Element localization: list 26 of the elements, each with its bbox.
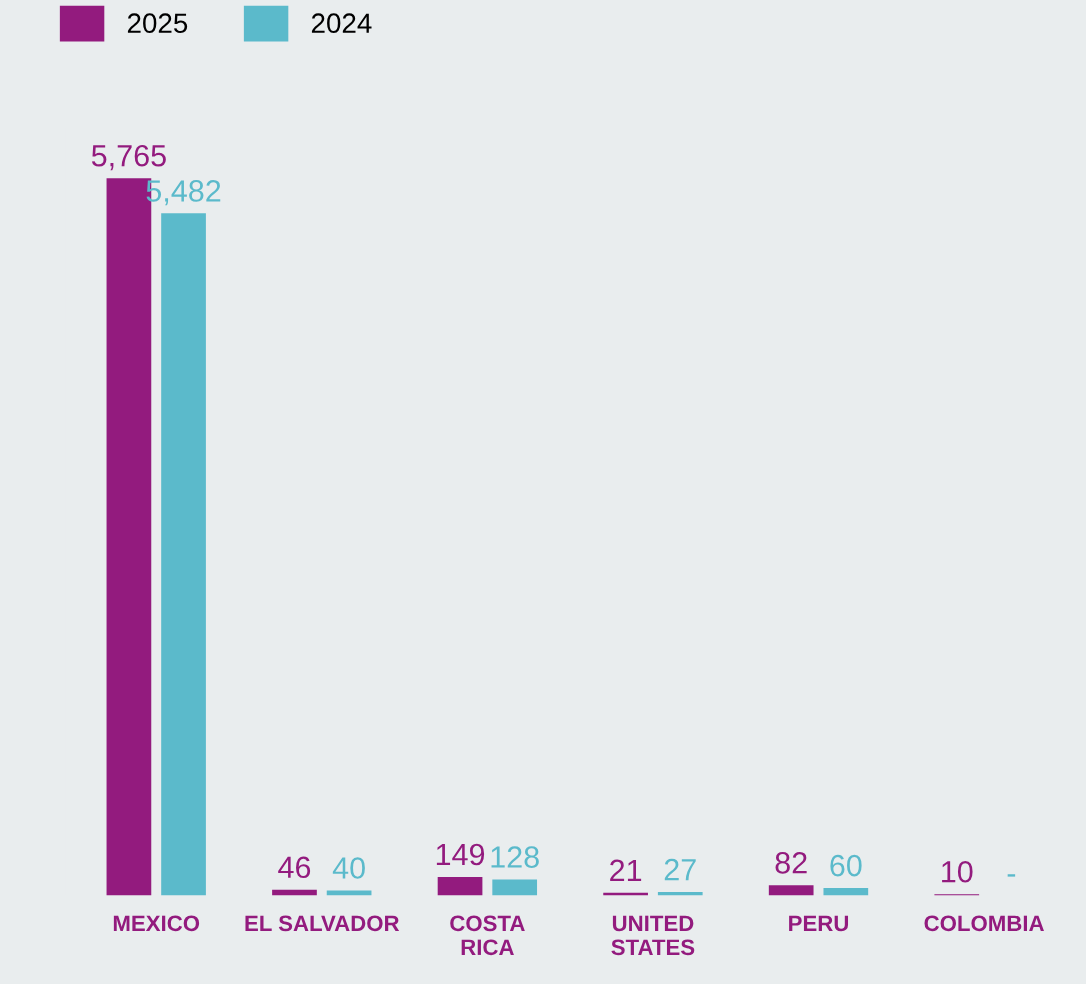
bar <box>437 876 483 896</box>
data-label: 128 <box>491 846 539 868</box>
legend-label: 2024 <box>311 13 372 34</box>
bar <box>823 887 869 896</box>
data-label: 10 <box>942 860 973 883</box>
data-label: 82 <box>775 852 807 874</box>
data-label: 27 <box>664 858 696 881</box>
data-label: 60 <box>830 854 862 877</box>
data-label: 46 <box>278 856 311 879</box>
bar <box>492 879 538 896</box>
data-label: 40 <box>332 857 365 879</box>
x-tick-label: PERU <box>789 915 849 932</box>
x-tick-label: COLOMBIA <box>924 915 1044 932</box>
data-label: 21 <box>610 859 642 881</box>
text: - <box>1007 874 1016 877</box>
x-tick-label: EL SALVADOR <box>245 915 400 932</box>
bar <box>326 890 372 896</box>
data-label: 149 <box>436 843 485 866</box>
x-tick-label: UNITED STATES <box>611 915 695 956</box>
x-tick-label: MEXICO <box>113 915 200 932</box>
legend-label: 2025 <box>127 13 188 34</box>
data-label: 5,765 <box>91 144 166 171</box>
bar <box>657 892 703 896</box>
bar <box>161 213 206 896</box>
x-tick-label: COSTA RICA <box>450 915 525 956</box>
bar <box>768 885 814 896</box>
